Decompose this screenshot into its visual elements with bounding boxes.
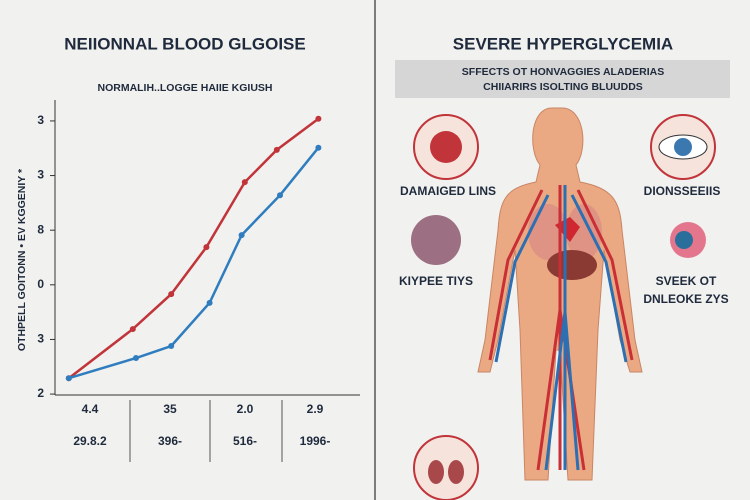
x-label: 4.4 bbox=[82, 402, 99, 416]
x-sublabel: 29.8.2 bbox=[73, 434, 107, 448]
x-sublabel: 1996- bbox=[300, 434, 331, 448]
x-label: 2.0 bbox=[237, 402, 254, 416]
banner bbox=[395, 60, 730, 98]
y-tick-label: 3 bbox=[37, 332, 44, 346]
point bbox=[277, 192, 283, 199]
icons bbox=[411, 114, 716, 500]
point bbox=[168, 291, 175, 298]
effect-label: DIONSSEEIIS bbox=[644, 184, 721, 198]
effect-label: DAMAIGED LINS bbox=[400, 184, 496, 198]
effect-label: DNLEOKE ZYS bbox=[643, 292, 728, 306]
point bbox=[65, 375, 72, 382]
point bbox=[238, 232, 245, 239]
y-tick-label: 8 bbox=[37, 222, 44, 236]
banner-line: SFFECTS OT HONVAGGIES ALADERIAS bbox=[462, 66, 664, 78]
column-dividers bbox=[129, 400, 283, 462]
series-line bbox=[68, 117, 320, 380]
chart-title: NEIIONNAL BLOOD GLGOISE bbox=[64, 34, 305, 53]
point bbox=[203, 244, 210, 251]
y-axis-label: OTHPELL GOITONN • EV KGGENIY * bbox=[16, 168, 28, 351]
point bbox=[315, 115, 322, 122]
x-sublabel: 396- bbox=[158, 434, 182, 448]
point bbox=[206, 299, 213, 306]
point bbox=[129, 326, 136, 333]
y-tick-label: 3 bbox=[37, 168, 44, 182]
panel-title: SEVERE HYPERGLYCEMIA bbox=[453, 34, 673, 53]
point bbox=[168, 343, 175, 349]
x-sublabel: 516- bbox=[233, 434, 257, 448]
y-tick-label: 2 bbox=[37, 386, 44, 400]
banner-line: CHIIARIRS ISOLTING BLUUDDS bbox=[483, 81, 643, 93]
effect-label: KIYPEE TIYS bbox=[399, 274, 473, 288]
point bbox=[241, 179, 248, 186]
x-label: 2.9 bbox=[307, 402, 324, 416]
point bbox=[315, 144, 322, 151]
x-label: 35 bbox=[163, 402, 177, 416]
point bbox=[133, 355, 139, 362]
effect-label: SVEEK OT bbox=[656, 274, 717, 288]
y-tick-label: 3 bbox=[37, 113, 44, 127]
point bbox=[273, 146, 280, 153]
body bbox=[477, 107, 643, 481]
y-tick-label: 0 bbox=[37, 277, 44, 291]
chart-subtitle: NORMALIH..LOGGE HAIIE KGIUSH bbox=[97, 82, 272, 94]
